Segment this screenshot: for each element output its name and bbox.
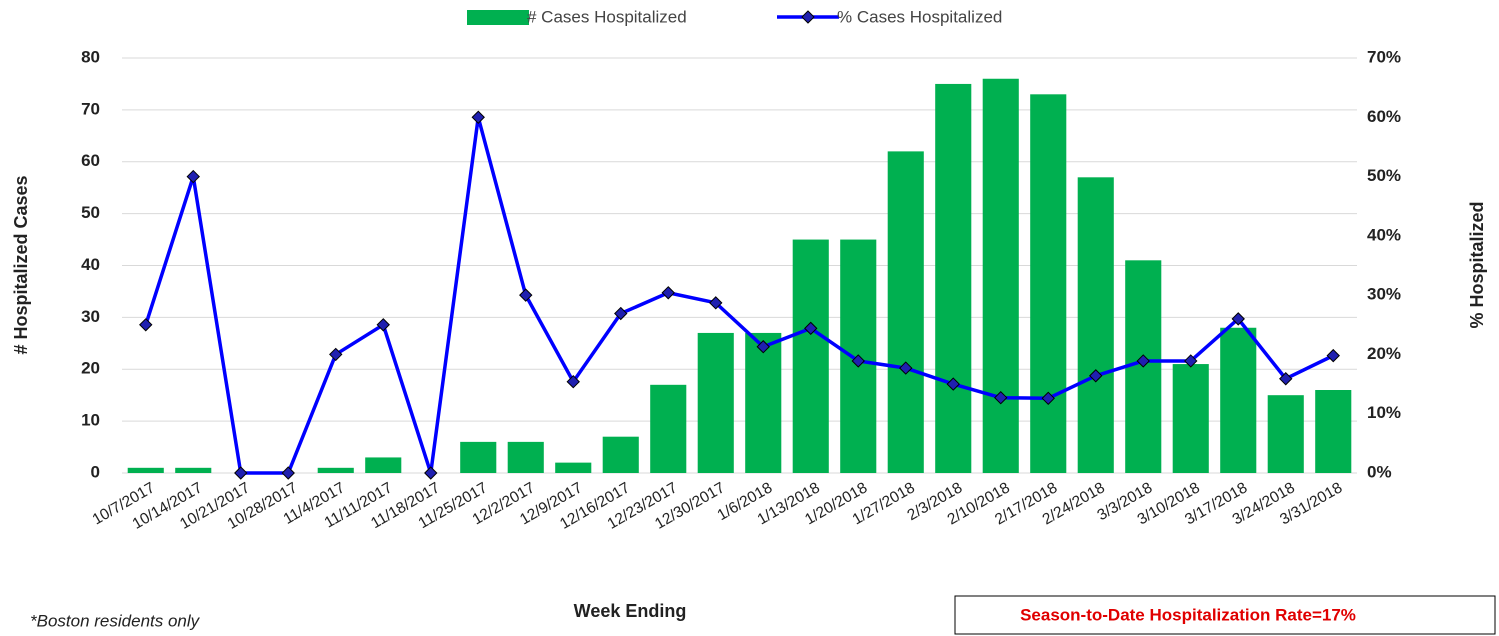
marker xyxy=(329,347,343,362)
bar xyxy=(317,467,354,473)
y-tick-label: 60 xyxy=(81,151,100,170)
bar xyxy=(365,457,402,473)
y2-tick-label: 0% xyxy=(1367,462,1392,481)
marker xyxy=(1279,372,1293,386)
bar xyxy=(555,462,592,473)
bar xyxy=(935,83,972,473)
y-tick-label: 40 xyxy=(81,255,100,274)
legend-swatch xyxy=(467,10,529,25)
bar xyxy=(887,151,924,473)
bar xyxy=(1220,327,1257,473)
marker xyxy=(994,390,1008,405)
x-axis-title: Week Ending xyxy=(574,601,687,621)
marker xyxy=(851,354,865,368)
y-tick-label: 80 xyxy=(81,47,100,66)
marker xyxy=(234,466,248,480)
bar xyxy=(602,436,639,473)
marker xyxy=(281,466,295,480)
marker xyxy=(139,318,153,332)
marker xyxy=(1089,369,1103,383)
y2-tick-label: 60% xyxy=(1367,107,1401,126)
marker xyxy=(614,306,628,321)
marker xyxy=(661,286,675,300)
bar xyxy=(1030,94,1067,473)
marker xyxy=(1231,312,1245,326)
legend-marker xyxy=(801,10,815,24)
y2-tick-label: 40% xyxy=(1367,225,1401,244)
bar xyxy=(1315,390,1352,473)
y-tick-label: 50 xyxy=(81,203,100,222)
footnote: *Boston residents only xyxy=(30,611,201,630)
marker xyxy=(899,361,913,375)
y-tick-label: 30 xyxy=(81,307,100,326)
marker xyxy=(471,110,485,124)
marker xyxy=(756,340,770,354)
bar xyxy=(792,239,829,473)
marker xyxy=(1136,354,1150,368)
y2-tick-label: 20% xyxy=(1367,344,1401,363)
marker xyxy=(1184,354,1198,368)
marker xyxy=(519,288,533,302)
bar xyxy=(1267,395,1304,473)
bar xyxy=(507,441,544,473)
legend-label: % Cases Hospitalized xyxy=(837,7,1002,26)
bar xyxy=(697,332,734,473)
marker xyxy=(376,318,390,332)
marker xyxy=(709,296,723,310)
bar xyxy=(650,384,687,473)
y2-tick-label: 50% xyxy=(1367,166,1401,185)
bar xyxy=(1172,364,1209,473)
line xyxy=(144,115,1335,475)
y2-tick-label: 70% xyxy=(1367,47,1401,66)
bar xyxy=(127,467,164,473)
y-tick-label: 10 xyxy=(81,411,100,430)
y-tick-label: 70 xyxy=(81,99,100,118)
bar xyxy=(1077,177,1114,473)
marker xyxy=(424,466,438,480)
bar xyxy=(982,78,1019,473)
bar xyxy=(745,332,782,473)
marker xyxy=(804,321,818,336)
y-tick-label: 0 xyxy=(91,462,100,481)
marker xyxy=(566,374,580,389)
rate-annotation: Season-to-Date Hospitalization Rate=17% xyxy=(1020,605,1356,624)
marker xyxy=(1326,348,1340,363)
y-axis-title: # Hospitalized Cases xyxy=(11,175,31,354)
rate-box xyxy=(954,595,1496,635)
marker xyxy=(946,377,960,391)
y2-tick-label: 30% xyxy=(1367,285,1401,304)
marker xyxy=(186,169,200,184)
bar xyxy=(460,441,497,473)
y-tick-label: 20 xyxy=(81,359,100,378)
y2-tick-label: 10% xyxy=(1367,403,1401,422)
bar xyxy=(175,467,212,473)
marker xyxy=(1041,391,1055,406)
legend-label: # Cases Hospitalized xyxy=(527,7,687,26)
y2-axis-title: % Hospitalized xyxy=(1467,201,1487,328)
